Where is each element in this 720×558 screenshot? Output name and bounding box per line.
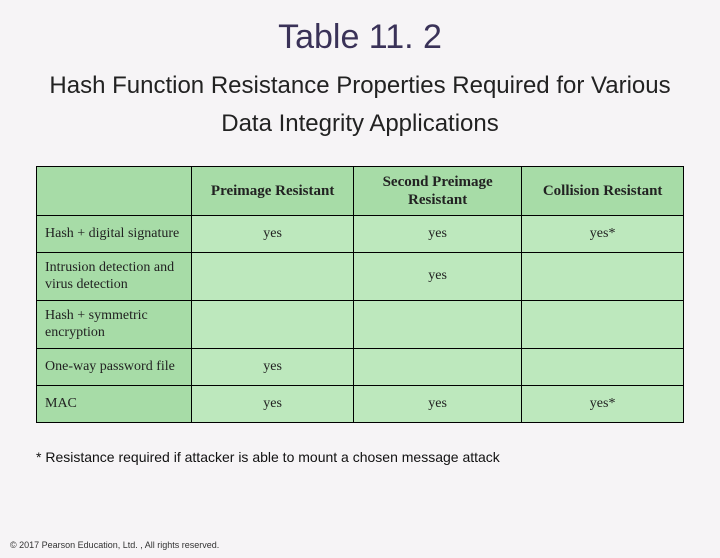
subtitle-line-2: Data Integrity Applications bbox=[221, 110, 499, 137]
copyright: © 2017 Pearson Education, Ltd. , All rig… bbox=[10, 540, 219, 550]
cell bbox=[354, 300, 522, 348]
header-collision: Collision Resistant bbox=[522, 166, 684, 215]
cell bbox=[354, 348, 522, 385]
header-preimage: Preimage Resistant bbox=[192, 166, 354, 215]
table-number-title: Table 11. 2 bbox=[0, 18, 720, 57]
cell bbox=[192, 300, 354, 348]
header-empty bbox=[37, 166, 192, 215]
row-label: MAC bbox=[37, 385, 192, 422]
cell: yes bbox=[192, 385, 354, 422]
table-header-row: Preimage Resistant Second Preimage Resis… bbox=[37, 166, 684, 215]
header-second-preimage: Second Preimage Resistant bbox=[354, 166, 522, 215]
cell bbox=[522, 300, 684, 348]
cell: yes bbox=[354, 215, 522, 252]
table-row: One-way password file yes bbox=[37, 348, 684, 385]
table-row: Hash + digital signature yes yes yes* bbox=[37, 215, 684, 252]
footnote: * Resistance required if attacker is abl… bbox=[36, 449, 684, 465]
row-label: Hash + symmetric encryption bbox=[37, 300, 192, 348]
cell: yes* bbox=[522, 385, 684, 422]
table-row: Intrusion detection and virus detection … bbox=[37, 252, 684, 300]
row-label: Hash + digital signature bbox=[37, 215, 192, 252]
cell bbox=[192, 252, 354, 300]
cell bbox=[522, 252, 684, 300]
cell: yes bbox=[192, 348, 354, 385]
resistance-table: Preimage Resistant Second Preimage Resis… bbox=[36, 166, 684, 423]
table-caption: Hash Function Resistance Properties Requ… bbox=[20, 67, 700, 144]
table-row: MAC yes yes yes* bbox=[37, 385, 684, 422]
table-row: Hash + symmetric encryption bbox=[37, 300, 684, 348]
row-label: One-way password file bbox=[37, 348, 192, 385]
subtitle-line-1: Hash Function Resistance Properties Requ… bbox=[49, 72, 670, 99]
cell: yes bbox=[354, 385, 522, 422]
cell: yes* bbox=[522, 215, 684, 252]
cell: yes bbox=[354, 252, 522, 300]
cell bbox=[522, 348, 684, 385]
row-label: Intrusion detection and virus detection bbox=[37, 252, 192, 300]
cell: yes bbox=[192, 215, 354, 252]
table-container: Preimage Resistant Second Preimage Resis… bbox=[36, 166, 684, 423]
